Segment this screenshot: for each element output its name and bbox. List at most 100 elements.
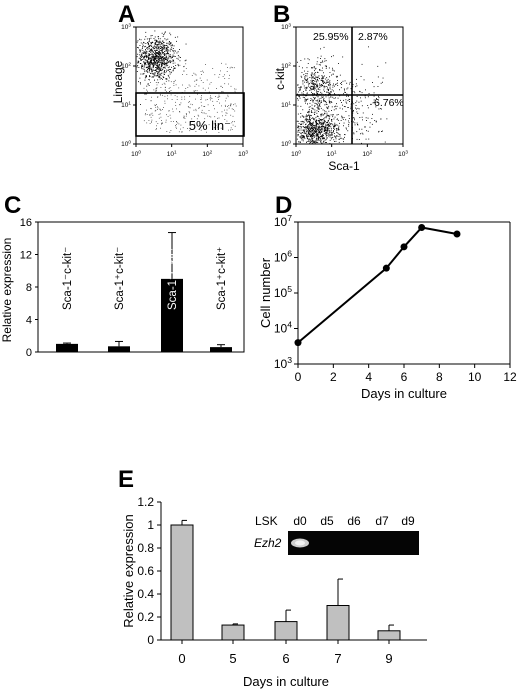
scatter-dot bbox=[341, 82, 342, 83]
scatter-dot bbox=[331, 137, 333, 139]
scatter-dot bbox=[302, 135, 303, 137]
scatter-dot bbox=[302, 81, 304, 83]
scatter-dot bbox=[353, 110, 354, 111]
scatter-dot bbox=[363, 79, 365, 81]
scatter-dot bbox=[361, 92, 363, 94]
scatter-dot bbox=[328, 134, 330, 136]
scatter-dot bbox=[324, 130, 325, 131]
scatter-dot bbox=[152, 114, 154, 116]
scatter-dot bbox=[315, 103, 317, 104]
scatter-dot bbox=[332, 55, 334, 57]
scatter-dot bbox=[306, 67, 308, 69]
scatter-dot bbox=[337, 80, 338, 81]
scatter-dot bbox=[365, 117, 367, 119]
scatter-dot bbox=[297, 120, 299, 122]
scatter-dot bbox=[318, 122, 320, 124]
scatter-dot bbox=[307, 125, 309, 127]
scatter-dot bbox=[316, 91, 318, 93]
scatter-dot bbox=[205, 99, 207, 101]
scatter-dot bbox=[308, 132, 309, 134]
scatter-dot bbox=[148, 53, 150, 55]
scatter-dot bbox=[324, 65, 326, 67]
scatter-dot bbox=[333, 90, 334, 92]
scatter-dot bbox=[313, 112, 315, 114]
scatter-dot bbox=[148, 54, 149, 56]
scatter-dot bbox=[316, 81, 318, 83]
scatter-dot bbox=[320, 55, 322, 57]
scatter-dot bbox=[306, 141, 308, 142]
scatter-dot bbox=[201, 111, 202, 113]
scatter-dot bbox=[166, 49, 168, 51]
scatter-dot bbox=[156, 52, 158, 54]
scatter-dot bbox=[315, 123, 317, 125]
scatter-dot bbox=[150, 52, 152, 53]
scatter-dot bbox=[157, 41, 159, 42]
scatter-dot bbox=[311, 134, 313, 136]
scatter-dot bbox=[195, 131, 197, 132]
scatter-dot bbox=[321, 125, 323, 126]
scatter-dot bbox=[317, 108, 319, 110]
scatter-dot bbox=[138, 81, 139, 83]
scatter-dot bbox=[150, 44, 152, 46]
scatter-dot bbox=[309, 122, 311, 124]
scatter-dot bbox=[173, 59, 174, 61]
x-tick-label: 100 bbox=[291, 149, 301, 158]
scatter-dot bbox=[310, 87, 312, 89]
scatter-dot bbox=[317, 76, 319, 78]
scatter-dot bbox=[163, 64, 165, 65]
scatter-dot bbox=[323, 122, 325, 124]
gel-header: LSK bbox=[255, 514, 278, 528]
scatter-dot bbox=[151, 76, 153, 78]
scatter-dot bbox=[301, 115, 303, 117]
scatter-dot bbox=[170, 90, 172, 91]
scatter-dot bbox=[311, 118, 313, 119]
scatter-dot bbox=[170, 43, 172, 45]
scatter-dot bbox=[317, 129, 319, 130]
scatter-dot bbox=[315, 131, 317, 133]
scatter-dot bbox=[190, 103, 192, 105]
scatter-dot bbox=[308, 115, 310, 116]
scatter-dot bbox=[213, 123, 215, 125]
scatter-dot bbox=[158, 52, 159, 54]
scatter-dot bbox=[177, 64, 179, 66]
scatter-dot bbox=[193, 127, 195, 129]
scatter-dot bbox=[152, 62, 154, 64]
scatter-dot bbox=[159, 67, 161, 68]
scatter-dot bbox=[313, 135, 315, 136]
scatter-dot bbox=[354, 122, 356, 124]
scatter-dot bbox=[303, 97, 305, 98]
scatter-dot bbox=[366, 120, 367, 121]
bar bbox=[170, 524, 194, 641]
scatter-dot bbox=[347, 130, 349, 132]
scatter-dot bbox=[342, 104, 343, 106]
scatter-dot bbox=[161, 72, 163, 74]
scatter-dot bbox=[304, 70, 305, 72]
scatter-dot bbox=[322, 61, 324, 63]
y-tick-label: 101 bbox=[121, 100, 131, 109]
scatter-dot bbox=[296, 120, 298, 122]
scatter-dot bbox=[141, 67, 142, 69]
scatter-dot bbox=[162, 61, 163, 63]
scatter-dot bbox=[156, 50, 158, 51]
scatter-dot bbox=[158, 46, 160, 48]
scatter-dot bbox=[200, 71, 202, 72]
scatter-dot bbox=[232, 67, 233, 69]
scatter-dot bbox=[337, 132, 339, 134]
scatter-dot bbox=[166, 53, 168, 54]
scatter-dot bbox=[160, 67, 162, 69]
scatter-dot bbox=[143, 68, 145, 70]
scatter-dot bbox=[157, 109, 158, 110]
scatter-dot bbox=[169, 87, 171, 88]
scatter-dot bbox=[318, 126, 319, 128]
scatter-dot bbox=[185, 115, 187, 117]
scatter-dot bbox=[307, 119, 309, 121]
scatter-dot bbox=[306, 121, 308, 123]
scatter-dot bbox=[357, 113, 359, 114]
scatter-dot bbox=[143, 41, 144, 43]
scatter-dot bbox=[308, 140, 309, 142]
scatter-dot bbox=[316, 93, 318, 94]
scatter-dot bbox=[309, 132, 311, 134]
y-tick-label: 100 bbox=[281, 139, 291, 148]
scatter-dot bbox=[327, 107, 329, 109]
scatter-dot bbox=[151, 64, 153, 65]
